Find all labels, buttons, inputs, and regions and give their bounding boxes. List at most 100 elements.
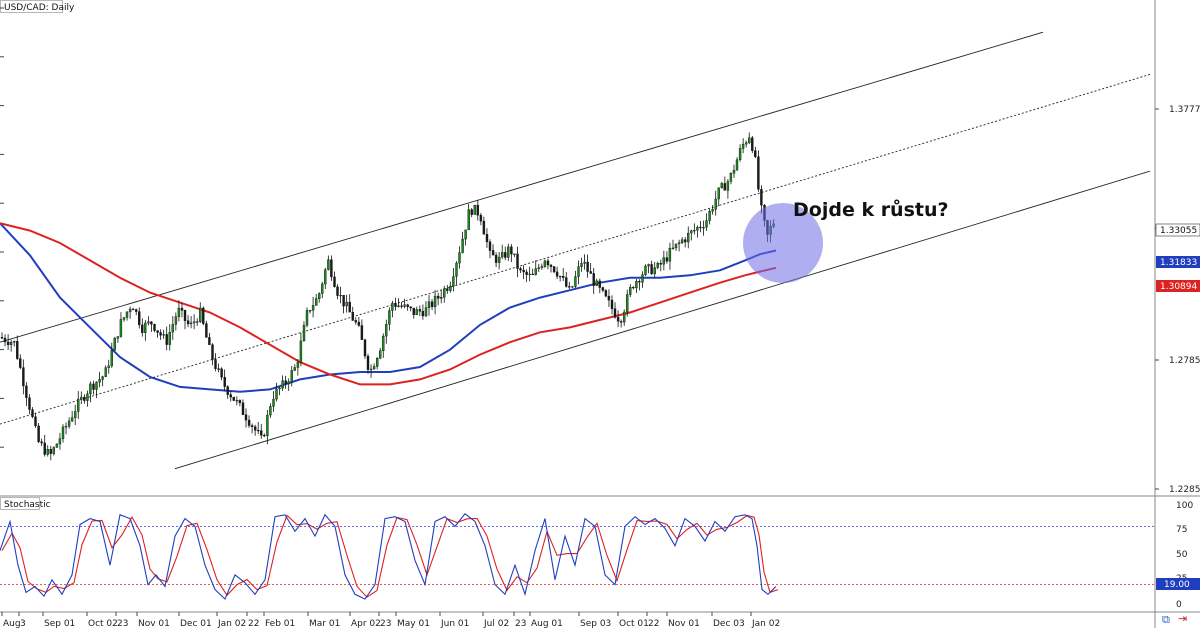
candle-body [333, 276, 336, 287]
candle-body [342, 295, 345, 307]
candle-body [510, 246, 513, 255]
time-tick-label: 23 [515, 619, 526, 628]
candle-body [571, 286, 574, 288]
time-tick-label: Feb 01 [265, 619, 295, 628]
stoch-tick-label: 0 [1176, 600, 1182, 610]
candle-body [223, 377, 226, 387]
candle-body [449, 285, 452, 291]
candle-body [659, 263, 662, 265]
candle-body [580, 263, 583, 267]
candle-body [488, 241, 492, 251]
candle-body [491, 250, 495, 256]
candle-body [638, 281, 641, 283]
candle-body [735, 159, 739, 171]
candle-body [738, 148, 742, 160]
candle-body [266, 414, 269, 437]
candle-body [745, 142, 748, 145]
candle-body [626, 294, 629, 313]
candle-body [760, 189, 763, 206]
candle-body [385, 324, 388, 337]
candle-body [324, 269, 327, 285]
candle-body [128, 308, 132, 313]
candle-body [104, 367, 107, 377]
time-tick-label: 23 [117, 619, 128, 628]
candle-body [3, 337, 7, 343]
candle-body [397, 305, 400, 307]
candle-body [366, 355, 370, 370]
candle-body [668, 247, 672, 262]
candle-body [400, 305, 403, 307]
price-marker-box [1156, 256, 1200, 268]
candle-body [696, 226, 699, 231]
candle-body [284, 380, 287, 385]
candle-body [214, 359, 217, 370]
candle-body [293, 367, 296, 371]
candle-body [653, 267, 656, 275]
candle-body [22, 367, 25, 387]
price-tick-label: 1.37773 [1169, 105, 1200, 115]
candle-body [421, 311, 425, 317]
candle-body [159, 332, 162, 336]
channel-middle [0, 73, 1151, 425]
candle-body [644, 265, 647, 275]
candle-body [98, 379, 101, 383]
candle-body [12, 341, 16, 343]
candle-body [632, 287, 635, 289]
candle-body [714, 198, 717, 210]
candle-body [360, 325, 364, 341]
candle-body [382, 335, 385, 352]
candle-body [229, 394, 233, 398]
candle-body [616, 317, 620, 322]
candle-body [52, 447, 55, 454]
chart-title: USD/CAD: Daily [4, 3, 75, 13]
highlight-circle [743, 203, 823, 284]
candle-body [494, 254, 498, 263]
candle-body [141, 324, 144, 333]
time-tick-label: Dec 03 [713, 619, 745, 628]
candle-body [461, 238, 464, 253]
candle-body [40, 441, 43, 444]
channel-lower [174, 170, 1151, 470]
stoch-tick-label: 75 [1176, 525, 1187, 535]
candle-body [699, 226, 702, 229]
price-candles [0, 132, 775, 461]
time-tick-label: Sep 03 [580, 619, 611, 628]
candle-body [684, 239, 687, 243]
candle-body [49, 449, 52, 454]
candle-body [754, 150, 757, 157]
candle-body [321, 283, 324, 294]
arrow-right-icon[interactable]: ⇥ [1178, 612, 1188, 625]
candle-body [153, 324, 156, 331]
candle-body [650, 264, 653, 275]
link-icon[interactable]: ⧉ [1162, 613, 1170, 626]
candle-body [311, 305, 315, 311]
candle-body [376, 358, 379, 367]
candle-body [446, 288, 449, 291]
candle-body [607, 296, 611, 301]
candle-body [708, 210, 711, 221]
candle-body [137, 311, 141, 326]
candle-body [199, 307, 202, 322]
candle-body [318, 293, 321, 299]
candle-body [357, 321, 361, 326]
candle-body [287, 381, 290, 384]
candle-body [656, 263, 659, 268]
candle-body [516, 253, 519, 269]
candle-body [147, 321, 150, 324]
candle-body [525, 271, 528, 275]
candle-body [9, 342, 13, 346]
stochastic-title: Stochastic [4, 500, 51, 510]
candle-body [665, 257, 669, 262]
candle-body [677, 242, 681, 245]
candle-body [247, 419, 251, 426]
candle-body [25, 385, 28, 398]
price-marker-label: 1.31833 [1160, 258, 1197, 268]
stoch-title-box [0, 497, 40, 510]
candle-body [568, 286, 571, 288]
candle-body [80, 396, 83, 400]
candle-body [601, 287, 605, 291]
stoch-marker-box [1156, 578, 1200, 590]
candle-body [693, 230, 696, 232]
candle-body [559, 276, 562, 278]
candle-body [244, 414, 248, 421]
